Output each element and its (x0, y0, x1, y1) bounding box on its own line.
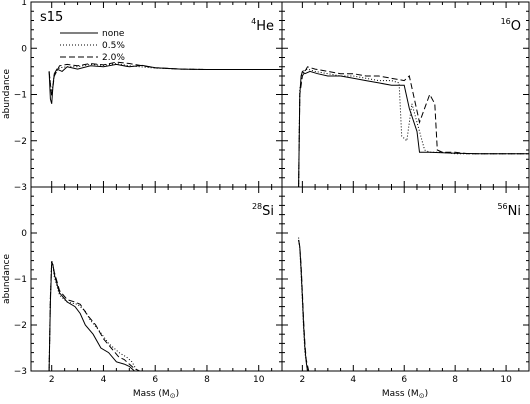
x-tick-label: 10 (500, 375, 512, 385)
x-tick-label: 4 (101, 375, 107, 385)
panel-bottom-left: 0 −1 −2 −3 2 4 6 8 10 28Si (14, 186, 283, 385)
x-tick-label: 10 (253, 375, 265, 385)
y-tick-label: 0 (21, 44, 27, 54)
panel-frame (30, 1, 283, 188)
panel-top-right: 16O (281, 1, 530, 188)
y-axis-label-bottom: abundance (2, 254, 12, 305)
x-axis-label-right: Mass (M⊙) (382, 389, 428, 400)
isotope-symbol: O (511, 19, 521, 34)
isotope-mass-number: 4 (251, 17, 256, 26)
isotope-mass-number: 28 (252, 202, 262, 211)
y-tick-label: −3 (14, 367, 27, 377)
x-axis-label-close: ) (425, 389, 429, 399)
isotope-symbol: Si (262, 204, 274, 219)
panel-top-left: 1 0 −1 −2 −3 4He (14, 0, 283, 193)
isotope-label: 16O (501, 17, 521, 34)
y-axis-label-top: abundance (2, 69, 12, 120)
legend-label: none (102, 29, 125, 39)
series-line-none (48, 63, 282, 104)
x-tick-label: 2 (49, 375, 55, 385)
isotope-label: 4He (251, 17, 274, 34)
x-axis-label-close: ) (176, 389, 180, 399)
x-tick-label: 4 (350, 375, 356, 385)
isotope-mass-number: 56 (497, 202, 507, 211)
y-tick-label: 0 (21, 229, 27, 239)
legend-label: 0.5% (102, 41, 125, 51)
x-tick-label: 2 (300, 375, 306, 385)
x-axis-label-text: Mass (M (382, 389, 419, 399)
panel-frame (30, 186, 283, 372)
panel-frame (281, 186, 530, 372)
series-line-2-0pct (298, 66, 529, 187)
isotope-label: 56Ni (497, 202, 521, 219)
isotope-mass-number: 16 (501, 17, 511, 26)
y-tick-label: 1 (21, 0, 27, 8)
panel-frame (281, 1, 530, 188)
x-tick-label: 8 (204, 375, 210, 385)
x-axis-label-text: Mass (M (133, 389, 170, 399)
panel-bottom-right: 2 4 6 8 10 56Ni (281, 186, 530, 385)
sun-symbol: ⊙ (170, 392, 176, 400)
x-tick-label: 6 (401, 375, 407, 385)
legend-label: 2.0% (102, 53, 125, 63)
series-line-2-0pct (48, 61, 282, 97)
isotope-symbol: He (256, 19, 274, 34)
series-line-2-0pct (298, 239, 310, 371)
y-tick-label: −2 (14, 321, 27, 331)
series-line-0-5pct (298, 68, 529, 187)
sun-symbol: ⊙ (419, 392, 425, 400)
series-line-none (298, 70, 529, 187)
series-line-0-5pct (48, 260, 138, 371)
x-tick-label: 8 (452, 375, 458, 385)
legend: none 0.5% 2.0% (60, 29, 125, 63)
run-label: s15 (40, 10, 63, 25)
y-tick-label: −2 (14, 137, 27, 147)
series-line-2-0pct (48, 261, 140, 371)
y-tick-label: −1 (14, 275, 27, 285)
y-tick-label: −3 (14, 183, 27, 193)
x-tick-label: 6 (152, 375, 158, 385)
isotope-symbol: Ni (508, 204, 521, 219)
y-tick-label: −1 (14, 91, 27, 101)
x-axis-label-left: Mass (M⊙) (133, 389, 179, 400)
isotope-label: 28Si (252, 202, 274, 219)
